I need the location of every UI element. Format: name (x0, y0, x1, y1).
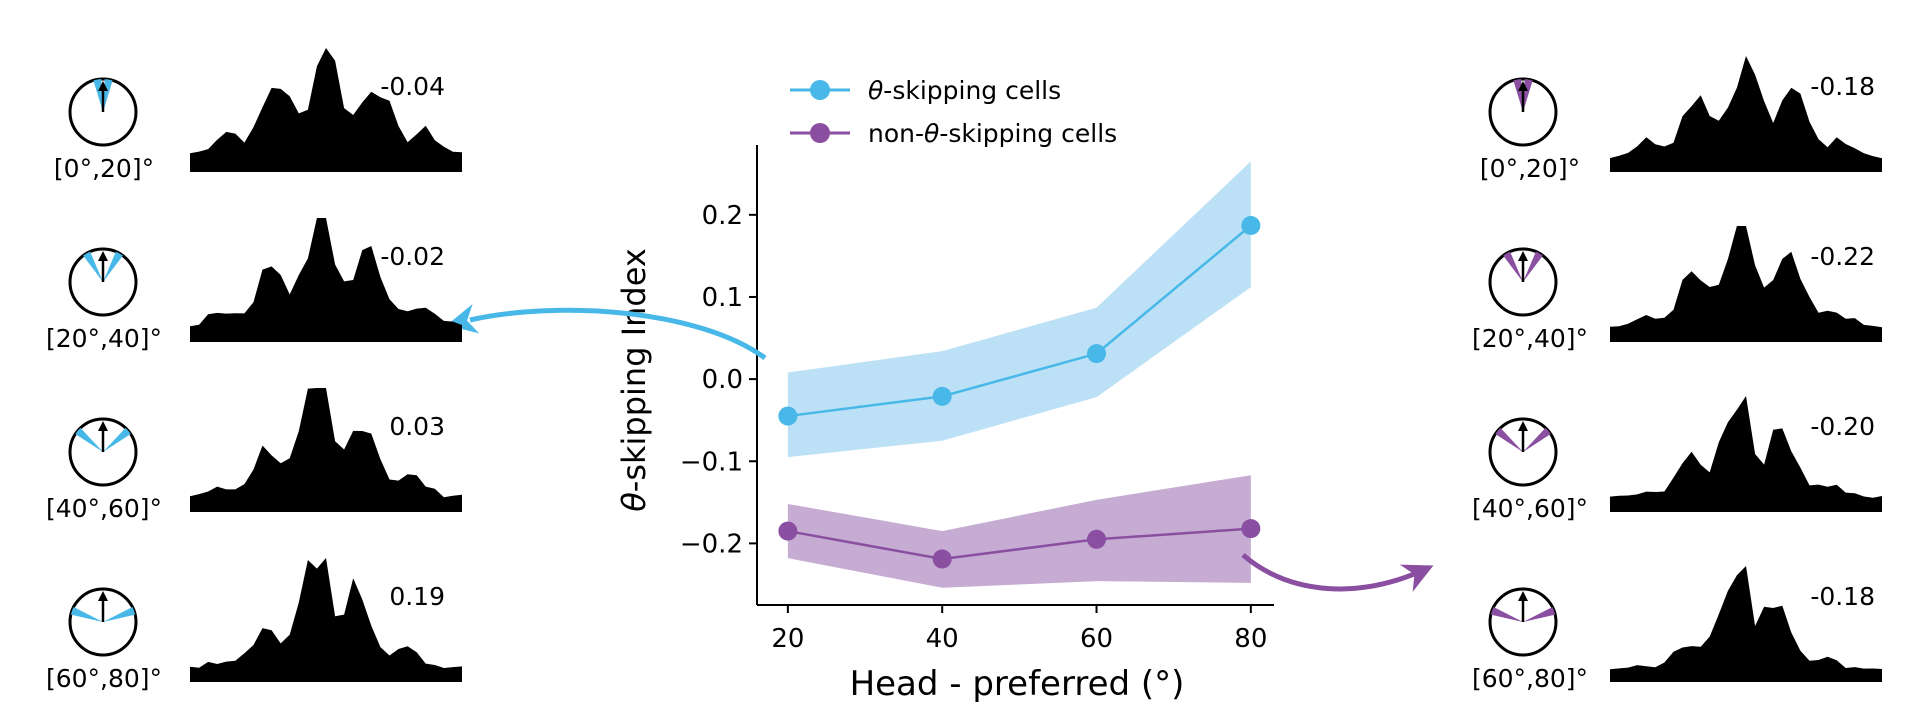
y-tick-label: 0.1 (702, 283, 743, 313)
y-tick-label: 0.2 (702, 201, 743, 231)
legend-entry-theta: θ-skipping cells (790, 76, 1061, 105)
legend-marker-non-theta (810, 123, 830, 143)
skipping-index-value: -0.04 (380, 72, 445, 101)
autocorrelogram (190, 218, 462, 342)
heading-wedge (1503, 251, 1523, 282)
heading-arrowhead (98, 251, 108, 261)
confidence-band-non-theta (787, 475, 1251, 588)
autocorrelogram (1610, 396, 1882, 512)
heading-wedge (83, 251, 103, 282)
heading-wedge (1523, 427, 1551, 452)
range-label: [0°,20]° (1480, 154, 1580, 183)
data-point-non-theta-20 (778, 521, 798, 541)
heading-arrowhead (1518, 421, 1528, 431)
range-label: [60°,80]° (1472, 664, 1588, 693)
series-line-theta (787, 224, 1252, 418)
data-point-non-theta-60 (1087, 529, 1107, 549)
heading-arrowhead (1518, 81, 1528, 91)
range-label: [20°,40]° (46, 324, 162, 353)
range-label: [40°,60]° (1472, 494, 1588, 523)
data-point-non-theta-80 (1241, 519, 1261, 539)
skipping-index-value: 0.03 (389, 412, 445, 441)
heading-wedge (1523, 251, 1543, 282)
inset-panels: [0°,20]° -0.04 [20°,40]° -0.02 [40°,60]° 0.03… (46, 48, 1882, 693)
heading-arrowhead (98, 81, 108, 91)
skipping-index-value: -0.02 (380, 242, 445, 271)
skipping-index-value: -0.18 (1810, 582, 1875, 611)
autocorrelogram (190, 48, 462, 172)
inset-left-3: [40°,60]° 0.03 (46, 388, 462, 523)
heading-arrowhead (98, 591, 108, 601)
arrow-to-non-theta-insets (1241, 553, 1434, 592)
heading-wedge (1495, 427, 1523, 452)
confidence-band-theta (787, 161, 1251, 458)
y-axis-label-rest: -skipping Index (615, 248, 653, 492)
x-tick-label: 60 (1080, 624, 1113, 654)
autocorrelogram (1610, 56, 1882, 172)
x-axis-label: Head - preferred (°) (850, 664, 1185, 704)
inset-left-1: [0°,20]° -0.04 (54, 48, 462, 183)
legend: θ-skipping cells non-θ-skipping cells (790, 76, 1117, 148)
y-tick-label: −0.1 (680, 447, 743, 477)
legend-label-non-theta: non-θ-skipping cells (868, 119, 1117, 148)
autocorrelogram (190, 388, 462, 512)
heading-wedge (1523, 607, 1556, 622)
legend-entry-non-theta: non-θ-skipping cells (790, 119, 1117, 148)
range-label: [0°,20]° (54, 154, 154, 183)
y-tick-label: −0.2 (680, 529, 743, 559)
x-tick-label: 80 (1234, 624, 1267, 654)
heading-arrowhead (98, 421, 108, 431)
y-tick-label: 0.0 (702, 365, 743, 395)
legend-label-theta: θ-skipping cells (868, 76, 1061, 105)
heading-arrowhead (1518, 591, 1528, 601)
legend-marker-theta (810, 80, 830, 100)
skipping-index-value: -0.20 (1810, 412, 1875, 441)
y-axis-label-theta: θ (615, 492, 653, 512)
range-label: [60°,80]° (46, 664, 162, 693)
data-point-theta-60 (1087, 344, 1107, 364)
autocorrelogram (1610, 566, 1882, 682)
main-plot: −0.2 −0.1 0.0 0.1 0.2 20 40 60 80 (680, 145, 1274, 654)
range-label: [20°,40]° (1472, 324, 1588, 353)
inset-left-4: [60°,80]° 0.19 (46, 558, 462, 693)
axes (756, 145, 1274, 606)
skipping-index-value: -0.18 (1810, 72, 1875, 101)
y-axis-label: θ-skipping Index (615, 248, 653, 512)
x-tick-label: 20 (771, 624, 804, 654)
inset-right-1: [0°,20]° -0.18 (1480, 56, 1882, 183)
skipping-index-value: -0.22 (1810, 242, 1875, 271)
range-label: [40°,60]° (46, 494, 162, 523)
skipping-index-value: 0.19 (389, 582, 445, 611)
heading-wedge (70, 607, 103, 622)
autocorrelogram (1610, 226, 1882, 342)
heading-wedge (103, 251, 123, 282)
data-point-theta-20 (778, 406, 798, 426)
inset-right-2: [20°,40]° -0.22 (1472, 226, 1882, 353)
autocorrelogram (190, 558, 462, 682)
heading-wedge (75, 427, 103, 452)
heading-wedge (1490, 607, 1523, 622)
series-line-non-theta (787, 527, 1251, 561)
data-point-theta-80 (1241, 216, 1261, 235)
inset-left-2: [20°,40]° -0.02 (46, 218, 462, 353)
heading-arrowhead (1518, 251, 1528, 261)
data-point-theta-40 (932, 386, 952, 406)
inset-right-3: [40°,60]° -0.20 (1472, 396, 1882, 523)
heading-wedge (103, 427, 131, 452)
inset-right-4: [60°,80]° -0.18 (1472, 566, 1882, 693)
x-tick-label: 40 (926, 624, 959, 654)
heading-wedge (103, 607, 136, 622)
arrow-to-theta-insets (446, 304, 767, 361)
data-point-non-theta-40 (932, 549, 952, 569)
